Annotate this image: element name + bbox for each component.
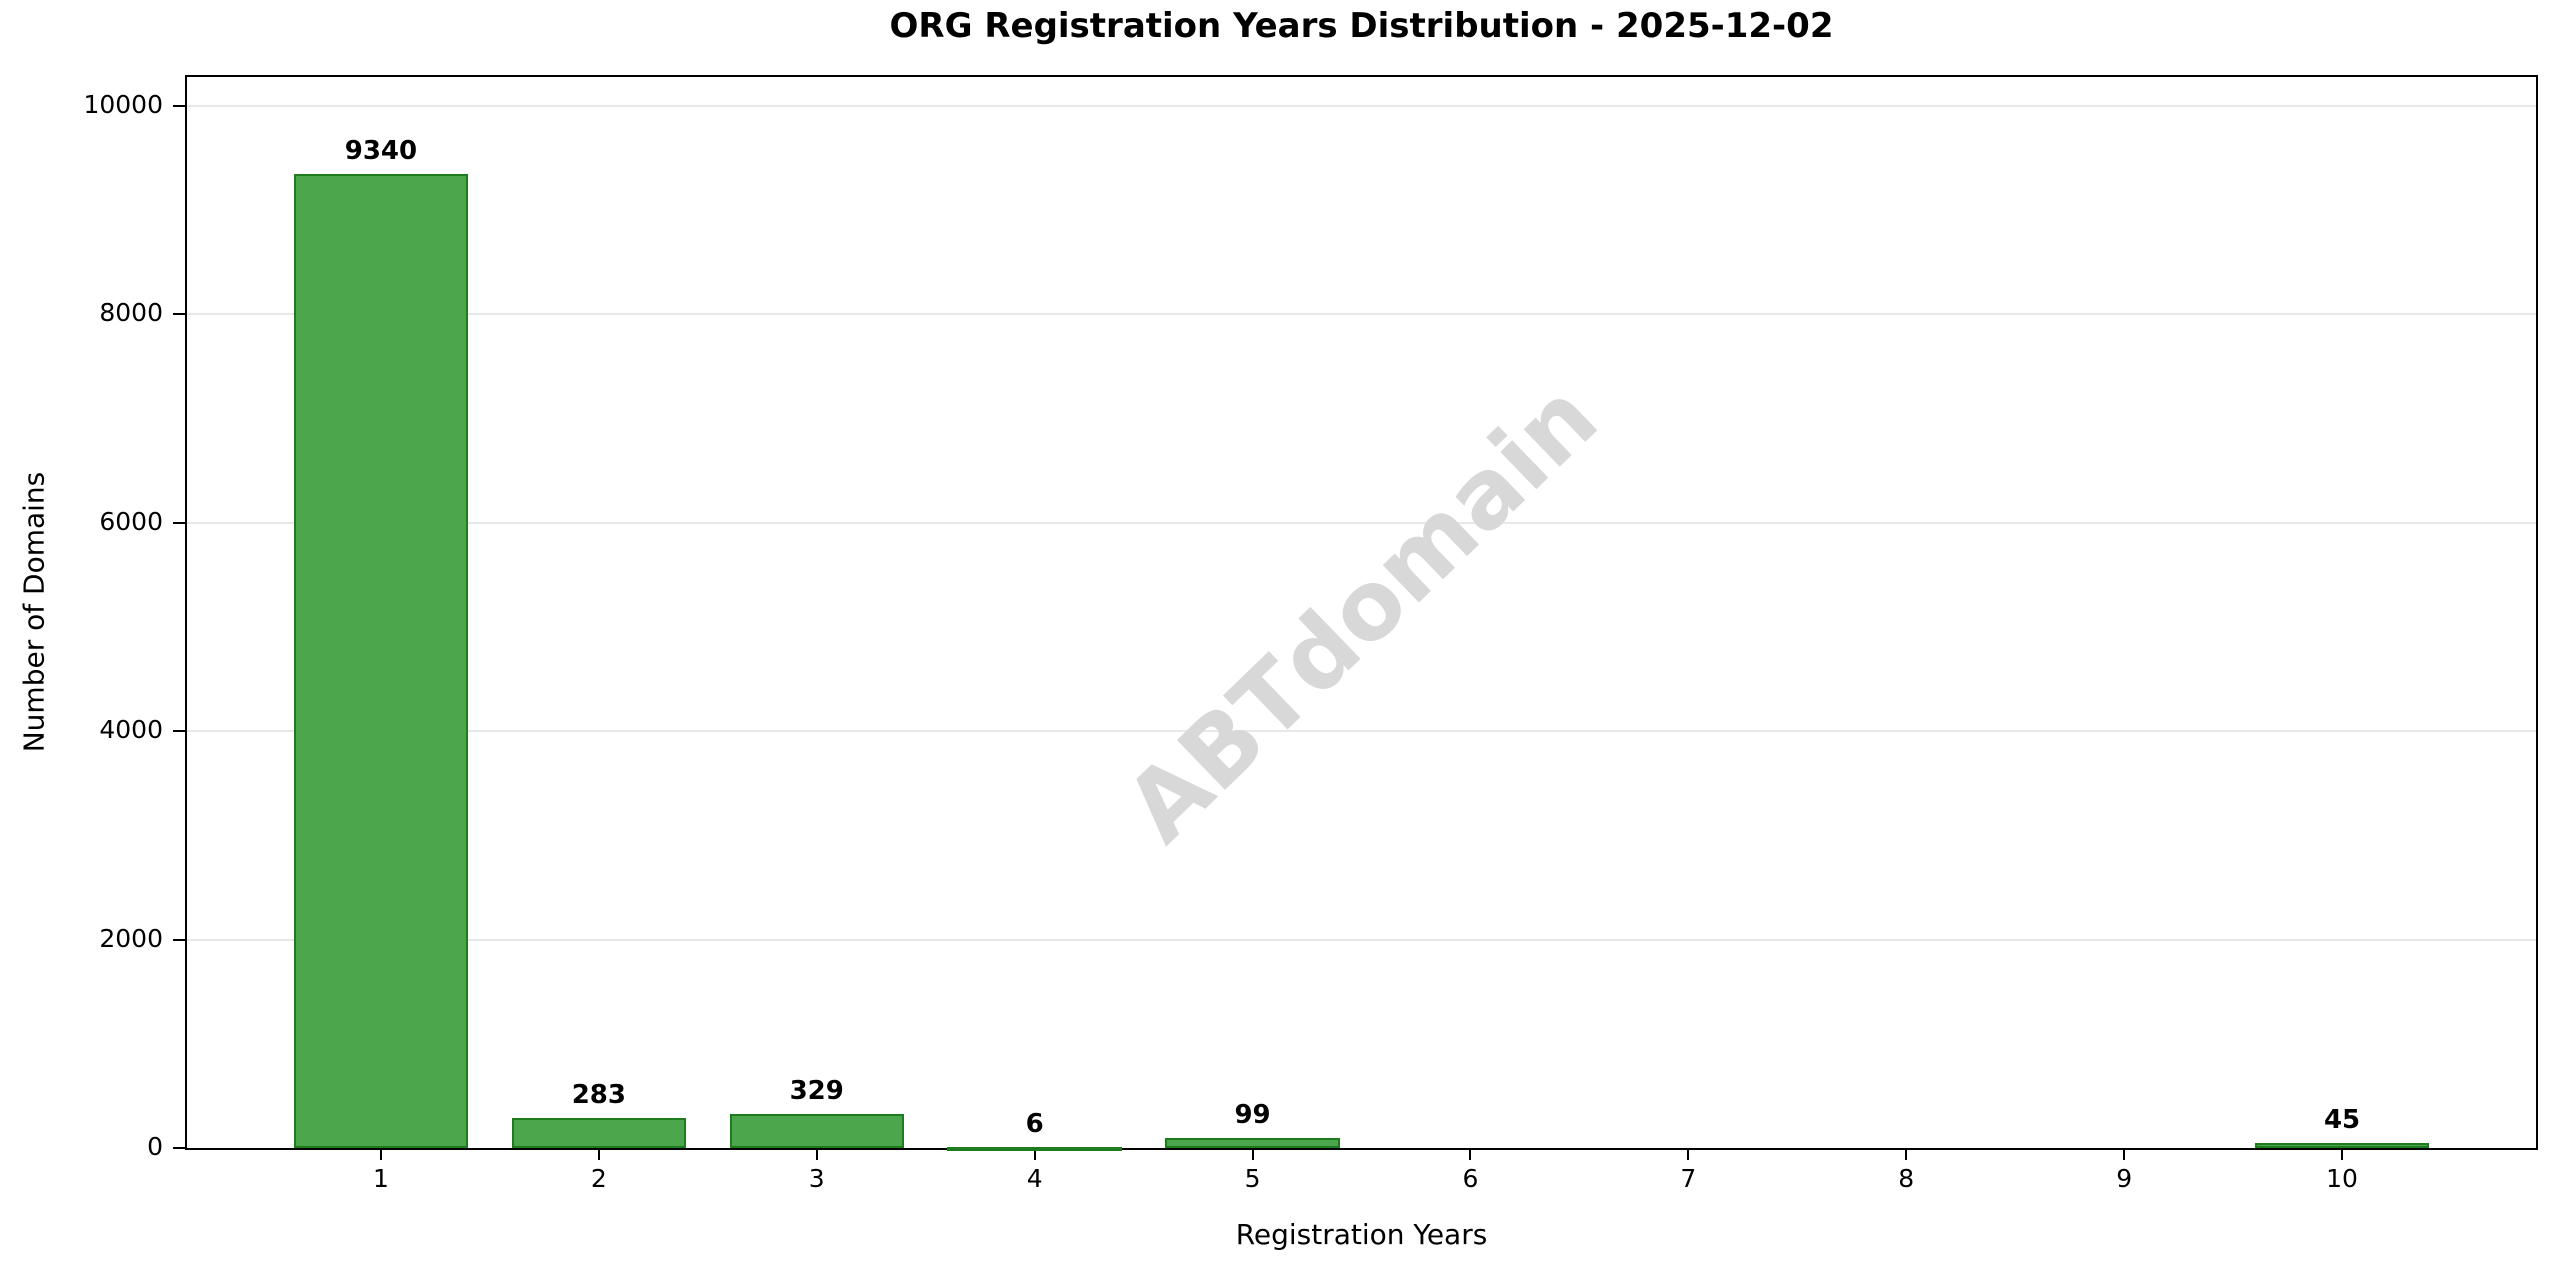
gridline: [187, 313, 2536, 316]
y-tick-label: 2000: [99, 923, 163, 953]
bar-year-4: [947, 1147, 1122, 1152]
gridline: [187, 521, 2536, 524]
x-tick-label: 8: [1898, 1164, 1915, 1193]
x-tick-label: 7: [1680, 1164, 1697, 1193]
y-tick-label: 4000: [99, 715, 163, 745]
x-tick-mark: [1033, 1148, 1036, 1160]
x-tick-label: 3: [808, 1164, 825, 1193]
y-tick-mark: [173, 313, 185, 316]
x-tick-label: 9: [2116, 1164, 2133, 1193]
x-tick-label: 2: [590, 1164, 607, 1193]
bar-value-label-year-1: 9340: [344, 136, 418, 167]
gridline: [187, 730, 2536, 733]
x-axis-label: Registration Years: [1235, 1218, 1488, 1251]
x-tick-mark: [1251, 1148, 1254, 1160]
bar-year-3: [729, 1113, 904, 1148]
plot-inner: ABTdomain 0 2000 4000 6000 8000 10000 1 9340 2 28…: [83, 77, 2536, 1193]
y-tick-mark: [173, 730, 185, 733]
x-tick-label: 5: [1244, 1164, 1261, 1193]
bar-value-label-year-10: 45: [2323, 1105, 2361, 1136]
y-tick-mark: [173, 104, 185, 107]
x-tick-label: 10: [2326, 1164, 2358, 1193]
x-tick-mark: [2341, 1148, 2344, 1160]
x-tick-mark: [597, 1148, 600, 1160]
bar-year-5: [1165, 1137, 1340, 1148]
y-tick-label: 6000: [99, 506, 163, 536]
y-tick-mark: [173, 938, 185, 941]
x-tick-label: 6: [1462, 1164, 1479, 1193]
x-tick-mark: [379, 1148, 382, 1160]
y-tick-mark: [173, 521, 185, 524]
bar-year-10: [2254, 1143, 2430, 1148]
gridline: [187, 938, 2536, 941]
watermark-text: ABTdomain: [1104, 362, 1619, 863]
bar-year-1: [293, 174, 469, 1148]
x-tick-mark: [1905, 1148, 1908, 1160]
bar-value-label-year-5: 99: [1234, 1099, 1271, 1130]
x-tick-label: 1: [372, 1164, 389, 1193]
x-tick-mark: [2123, 1148, 2126, 1160]
y-tick-label: 10000: [83, 89, 163, 119]
bar-value-label-year-2: 283: [571, 1080, 626, 1111]
bar-year-2: [511, 1118, 686, 1148]
x-tick-label: 4: [1026, 1164, 1043, 1193]
y-axis-label: Number of Domains: [17, 471, 51, 753]
bar-value-label-year-4: 6: [1025, 1109, 1044, 1140]
bar-value-label-year-3: 329: [789, 1075, 844, 1106]
y-tick-label: 0: [147, 1132, 163, 1161]
y-tick-label: 8000: [99, 298, 163, 328]
plot-area: ABTdomain 0 2000 4000 6000 8000 10000 1 9340 2 28…: [83, 75, 2538, 1193]
x-tick-mark: [1469, 1148, 1472, 1160]
x-tick-mark: [815, 1148, 818, 1160]
y-tick-mark: [173, 1147, 185, 1149]
x-tick-mark: [1687, 1148, 1690, 1160]
gridline: [187, 104, 2536, 107]
chart-title: ORG Registration Years Distribution - 20…: [889, 6, 1834, 46]
